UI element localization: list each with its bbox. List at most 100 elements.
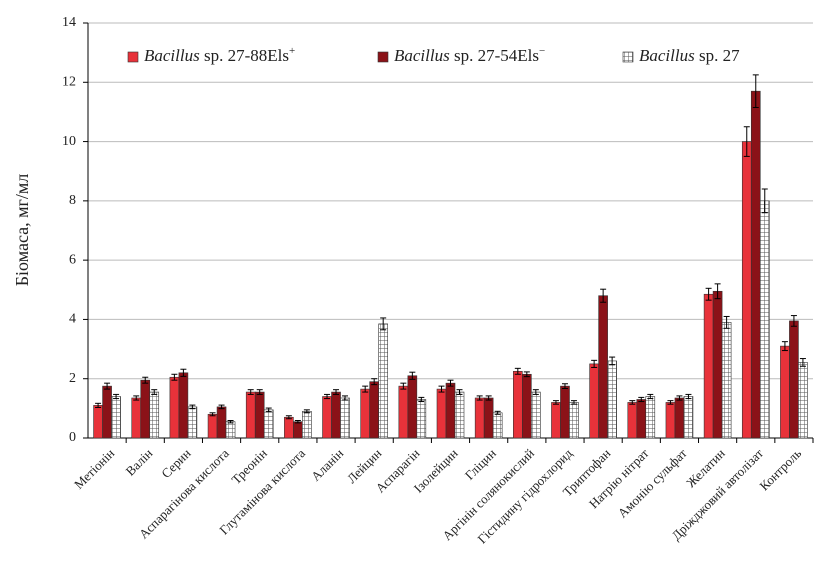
legend-label: Bacillus sp. 27-54Els− [394, 45, 545, 65]
bar [416, 399, 427, 439]
error-bar [761, 188, 768, 214]
error-bar [133, 395, 140, 401]
error-bar [189, 404, 196, 410]
error-bar [752, 74, 759, 108]
error-bar [380, 317, 387, 331]
error-bar [265, 407, 272, 413]
bar [407, 375, 418, 439]
y-tick-label: 4 [69, 312, 76, 327]
error-bar [456, 389, 463, 395]
error-bar [180, 368, 187, 377]
error-bar [600, 288, 607, 303]
error-bar [629, 400, 636, 405]
error-bar [790, 315, 797, 327]
x-tick-label: Аланін [308, 446, 346, 484]
error-bar [676, 395, 683, 401]
x-tick-label: Серин [158, 446, 193, 481]
error-bar [447, 379, 454, 387]
bar [674, 397, 685, 439]
bar [712, 290, 723, 439]
x-tick-label: Гліцин [462, 446, 499, 483]
bar [721, 322, 732, 439]
bar [454, 391, 465, 439]
bar [627, 402, 638, 439]
bar [483, 397, 494, 439]
error-bar [285, 415, 292, 420]
bar [322, 396, 332, 439]
legend-label: Bacillus sp. 27 [639, 46, 740, 65]
y-tick-label: 0 [69, 430, 76, 445]
error-bar [104, 382, 111, 390]
error-bar [532, 389, 539, 395]
bar [436, 388, 447, 439]
bar [474, 397, 485, 439]
bar [378, 323, 388, 439]
x-tick-label: Валін [122, 446, 155, 479]
error-bar [476, 395, 483, 401]
bar [522, 373, 532, 439]
x-tick-label: Метіонін [71, 446, 117, 492]
bar [798, 362, 808, 439]
error-bar [362, 385, 369, 393]
error-bar [333, 389, 340, 395]
y-tick-label: 12 [62, 75, 76, 90]
y-tick-label: 14 [62, 15, 76, 30]
error-bar [523, 371, 530, 378]
error-bar [494, 410, 501, 415]
legend-label: Bacillus sp. 27-88Els+ [144, 45, 295, 65]
bar [598, 295, 608, 439]
error-bar [743, 126, 750, 157]
error-bar [514, 367, 521, 375]
bar [645, 396, 656, 439]
error-bar [342, 395, 349, 401]
bar [263, 409, 274, 439]
bar [340, 397, 350, 439]
bar [665, 402, 676, 439]
error-bar [638, 396, 645, 403]
error-bar [418, 396, 425, 403]
bar [111, 396, 121, 439]
error-bar [95, 402, 102, 408]
bar [207, 413, 218, 439]
error-bar [171, 373, 178, 381]
error-bar [552, 400, 559, 405]
bar [93, 405, 103, 439]
error-bar [781, 341, 788, 352]
error-bar [400, 382, 407, 390]
bar [284, 416, 294, 439]
error-bar [799, 358, 806, 367]
bar [531, 391, 541, 439]
bar [551, 402, 561, 439]
bar [169, 376, 180, 439]
error-bar [324, 393, 331, 400]
error-bar [667, 400, 674, 405]
bar [149, 391, 160, 439]
bar [331, 391, 341, 439]
bar [560, 385, 570, 439]
bar [369, 381, 379, 439]
x-tick-label: Амонію сульфат [615, 445, 690, 520]
error-bar [714, 283, 721, 300]
bar [360, 388, 370, 439]
bar [759, 200, 770, 439]
legend-swatch [377, 51, 389, 63]
error-bar [609, 356, 616, 366]
y-tick-label: 10 [62, 134, 76, 149]
bar [607, 360, 617, 439]
bar [225, 421, 236, 439]
error-bar [256, 389, 263, 395]
y-tick-label: 2 [69, 371, 76, 386]
bar [302, 411, 312, 439]
bar [750, 90, 761, 439]
bar [589, 363, 599, 439]
error-bar [485, 395, 492, 401]
error-bar [247, 389, 254, 395]
error-bar [570, 400, 577, 405]
bar [741, 141, 752, 439]
error-bar [142, 376, 149, 384]
legend-swatch [127, 51, 139, 63]
y-tick-label: 8 [69, 193, 76, 208]
bar [140, 379, 151, 439]
error-bar [209, 412, 216, 417]
bar [131, 397, 142, 439]
